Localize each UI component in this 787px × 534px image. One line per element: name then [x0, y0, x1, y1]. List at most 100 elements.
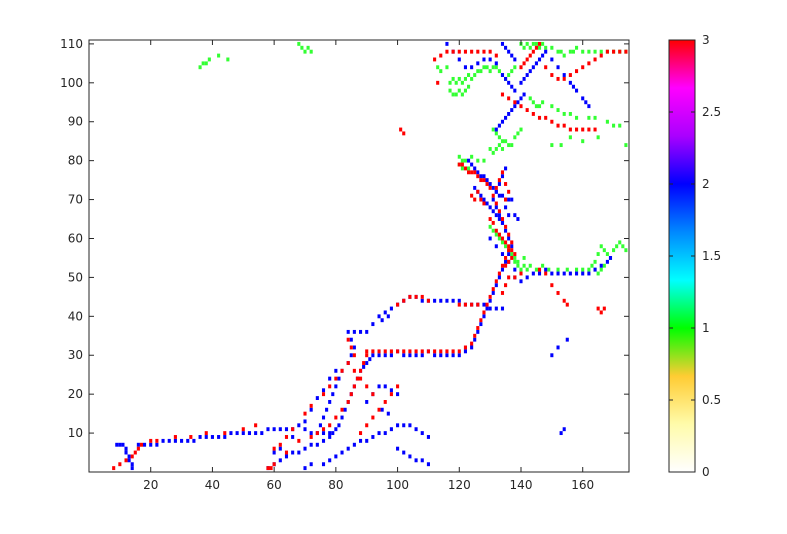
heatmap-cell [371, 353, 375, 358]
heatmap-cell [476, 49, 480, 54]
heatmap-cell [362, 361, 366, 365]
heatmap-cell [510, 53, 514, 58]
heatmap-cell [337, 423, 341, 428]
x-tick-label: 100 [386, 478, 409, 492]
heatmap-cell [556, 65, 560, 70]
heatmap-cell [587, 49, 591, 54]
heatmap-cell [408, 349, 412, 354]
heatmap-cell [621, 244, 625, 249]
heatmap-cell [334, 415, 338, 420]
heatmap-cell [470, 65, 474, 70]
heatmap-cell [612, 49, 616, 54]
heatmap-cell [522, 61, 526, 66]
heatmap-cell [507, 236, 511, 241]
heatmap-cell [513, 65, 517, 70]
heatmap-cell [359, 431, 363, 436]
heatmap-cell [306, 45, 310, 50]
heatmap-cell [470, 341, 474, 346]
heatmap-cell [516, 131, 520, 136]
heatmap-cell [494, 189, 498, 194]
x-tick-label: 40 [205, 478, 220, 492]
heatmap-cell [522, 263, 526, 268]
heatmap-cell [491, 185, 495, 190]
heatmap-cell [297, 450, 301, 455]
heatmap-cell [519, 127, 523, 132]
heatmap-cell [389, 388, 393, 393]
heatmap-cell [433, 349, 437, 354]
heatmap-cell [124, 446, 128, 451]
heatmap-cell [562, 112, 566, 116]
heatmap-cell [451, 349, 455, 354]
heatmap-cell [127, 454, 131, 459]
heatmap-cell [380, 318, 384, 323]
heatmap-cell [383, 353, 387, 358]
heatmap-cell [460, 92, 464, 97]
heatmap-cell [507, 259, 511, 264]
heatmap-cell [599, 53, 603, 58]
heatmap-cell [500, 119, 505, 124]
heatmap-cell [340, 407, 344, 412]
heatmap-cell [155, 438, 159, 443]
heatmap-cell [491, 150, 495, 155]
heatmap-cell [608, 256, 613, 260]
heatmap-cell [414, 427, 418, 432]
heatmap-cell [556, 108, 560, 112]
heatmap-cell [328, 435, 332, 439]
heatmap-cell [541, 53, 545, 58]
heatmap-cell [359, 438, 363, 443]
heatmap-cell [602, 248, 606, 253]
heatmap-cell [488, 236, 492, 241]
heatmap-cell [426, 298, 430, 303]
heatmap-cell [346, 446, 350, 451]
heatmap-cell [217, 53, 221, 58]
heatmap-cell [510, 197, 514, 202]
colorbar-tick-label: 3 [702, 33, 710, 47]
heatmap-cell [278, 458, 282, 463]
heatmap-cell [556, 271, 560, 276]
heatmap-cell [497, 275, 501, 280]
heatmap-cell [581, 271, 585, 276]
heatmap-cell [534, 45, 538, 50]
heatmap-cell [575, 69, 579, 74]
heatmap-cell [559, 431, 563, 436]
heatmap-cell [479, 174, 483, 179]
x-tick-label: 80 [328, 478, 343, 492]
heatmap-cell [500, 139, 505, 144]
heatmap-cell [491, 65, 495, 70]
heatmap-cell [500, 147, 505, 151]
heatmap-cell [507, 73, 511, 77]
heatmap-cell [470, 345, 474, 350]
heatmap-cell [482, 310, 486, 315]
heatmap-cell [130, 462, 134, 467]
heatmap-cell [531, 100, 535, 105]
heatmap-cell [439, 349, 443, 354]
plot-area-frame [88, 39, 630, 473]
heatmap-cell [528, 96, 532, 101]
heatmap-cell [476, 302, 480, 307]
heatmap-cell [500, 252, 505, 256]
heatmap-cell [507, 252, 511, 256]
heatmap-cell [488, 298, 492, 303]
heatmap-cell [463, 49, 467, 54]
heatmap-cell [550, 57, 554, 62]
heatmap-cell [488, 224, 492, 229]
heatmap-cell [383, 310, 387, 315]
heatmap-cells [112, 41, 628, 471]
heatmap-cell [470, 76, 474, 81]
heatmap-cell [599, 244, 603, 249]
heatmap-cell [136, 442, 140, 447]
heatmap-cell [180, 438, 184, 443]
heatmap-cell [531, 271, 535, 276]
heatmap-cell [497, 232, 501, 237]
heatmap-cell [451, 298, 455, 303]
heatmap-cell [504, 197, 508, 202]
heatmap-cell [541, 263, 545, 268]
heatmap-cell [352, 329, 356, 334]
heatmap-cell [494, 147, 498, 151]
heatmap-cell [587, 127, 591, 132]
heatmap-cell [516, 259, 520, 264]
heatmap-cell [118, 442, 122, 447]
heatmap-cell [272, 446, 276, 451]
heatmap-cell [457, 353, 461, 358]
heatmap-cell [210, 435, 214, 439]
